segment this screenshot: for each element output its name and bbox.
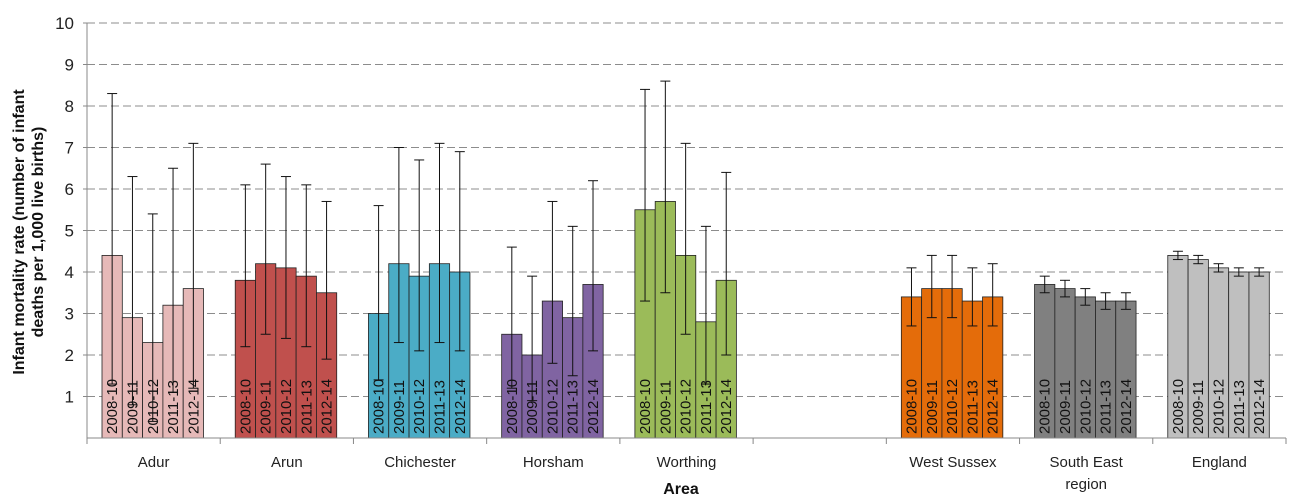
- bar-period-label: 2011-13: [165, 380, 182, 434]
- y-tick-label: 7: [65, 139, 74, 158]
- y-tick-label: 5: [65, 222, 74, 241]
- y-tick-label: 4: [65, 263, 74, 282]
- bar-period-label: 2008-10: [104, 379, 121, 434]
- bar-period-label: 2010-12: [1077, 379, 1094, 434]
- y-axis-ticks: 1 2 3 4 5 6 7 8 9 10: [55, 14, 87, 407]
- bar-period-label: 2009-11: [1190, 380, 1207, 434]
- bar-period-label: 2008-10: [237, 379, 254, 434]
- bar-period-label: 2010-12: [278, 379, 295, 434]
- x-category-label: West Sussex: [909, 454, 997, 471]
- bar-period-label: 2009-11: [657, 380, 674, 434]
- bar-period-label: 2008-10: [903, 379, 920, 434]
- bar-period-label: 2011-13: [1098, 380, 1115, 434]
- bar-period-label: 2011-13: [298, 380, 315, 434]
- bar-period-label: 2010-12: [944, 379, 961, 434]
- x-category-label: Adur: [138, 454, 170, 471]
- bar-period-label: 2008-10: [504, 379, 521, 434]
- bar-period-label: 2012-14: [319, 379, 336, 434]
- x-category-label: Worthing: [657, 454, 717, 471]
- y-tick-label: 8: [65, 97, 74, 116]
- bar-period-label: 2008-10: [637, 379, 654, 434]
- y-tick-label: 10: [55, 14, 74, 33]
- x-category-label: Arun: [271, 454, 303, 471]
- bar-period-label: 2010-12: [1211, 379, 1228, 434]
- y-tick-label: 1: [65, 388, 74, 407]
- bar-period-label: 2012-14: [985, 379, 1002, 434]
- bar-period-label: 2009-11: [1057, 380, 1074, 434]
- bar-period-label: 2010-12: [544, 379, 561, 434]
- bar-period-label: 2009-11: [124, 380, 141, 434]
- bar-period-label: 2008-10: [1037, 379, 1054, 434]
- bar-period-label: 2012-14: [718, 379, 735, 434]
- y-axis-title-line: Infant mortality rate (number of infant: [11, 89, 28, 375]
- error-bars: [107, 80, 1265, 422]
- bar-period-label: 2011-13: [698, 380, 715, 434]
- y-tick-label: 6: [65, 180, 74, 199]
- bar-period-label: 2009-11: [524, 380, 541, 434]
- bar-period-label: 2009-11: [391, 380, 408, 434]
- x-axis-title: Area: [663, 481, 699, 498]
- bar-period-label: 2011-13: [964, 380, 981, 434]
- bar-period-label: 2010-12: [678, 379, 695, 434]
- axes: [86, 23, 1286, 439]
- y-axis-title: Infant mortality rate (number of infant d…: [11, 89, 47, 375]
- bar-period-label: 2009-11: [924, 380, 941, 434]
- x-category-label: Horsham: [523, 454, 584, 471]
- bar-period-label: 2012-14: [452, 379, 469, 434]
- x-category-label: South East: [1049, 454, 1123, 471]
- x-category-label: region: [1065, 476, 1107, 493]
- bar-period-label: 2010-12: [411, 379, 428, 434]
- y-tick-label: 9: [65, 56, 74, 75]
- bar-period-label: 2012-14: [1118, 379, 1135, 434]
- bar-period-label: 2012-14: [1251, 379, 1268, 434]
- y-tick-label: 3: [65, 305, 74, 324]
- bar-period-label: 2011-13: [565, 380, 582, 434]
- bar-period-label: 2008-10: [371, 379, 388, 434]
- bar-period-label: 2008-10: [1170, 379, 1187, 434]
- bar-period-label: 2011-13: [431, 380, 448, 434]
- bar-period-label: 2011-13: [1231, 380, 1248, 434]
- bar-period-label: 2009-11: [258, 380, 275, 434]
- x-category-label: England: [1192, 454, 1247, 471]
- bar-period-label: 2012-14: [585, 379, 602, 434]
- bar-period-label: 2012-14: [185, 379, 202, 434]
- x-axis-categories: Adur Arun Chichester Horsham Worthing West Su…: [86, 438, 1287, 493]
- y-axis-title-line: deaths per 1,000 live births): [30, 127, 47, 338]
- x-category-label: Chichester: [384, 454, 456, 471]
- y-tick-label: 2: [65, 346, 74, 365]
